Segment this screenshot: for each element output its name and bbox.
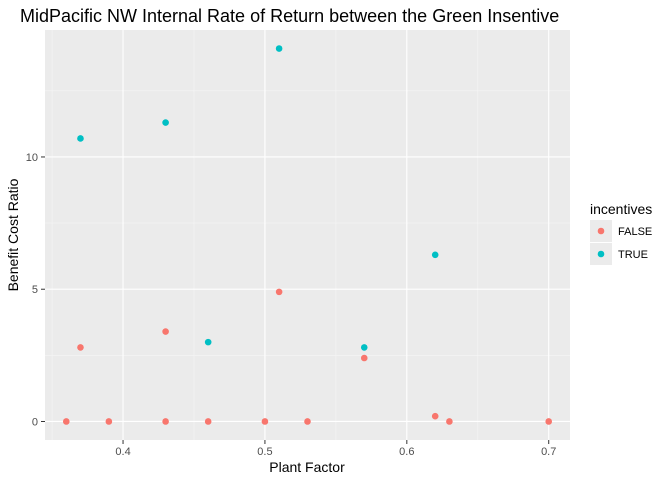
y-tick-label: 0 xyxy=(32,416,38,428)
data-point-false xyxy=(162,418,169,425)
data-point-true xyxy=(204,338,212,346)
x-tick-label: 0.7 xyxy=(541,446,556,458)
x-tick-label: 0.5 xyxy=(257,446,272,458)
legend-swatch-false xyxy=(597,227,605,235)
data-point-true xyxy=(77,135,84,142)
data-point-false xyxy=(204,418,212,425)
legend-title: incentives xyxy=(590,201,652,217)
data-point-true xyxy=(431,251,439,259)
data-point-false xyxy=(261,418,269,425)
data-point-false xyxy=(431,412,439,420)
data-point-true xyxy=(275,45,283,52)
data-point-false xyxy=(62,418,70,425)
legend-items: FALSE TRUE xyxy=(590,220,652,265)
x-tick-label: 0.6 xyxy=(399,446,414,458)
data-point-false xyxy=(545,418,553,425)
x-tick-label: 0.4 xyxy=(115,446,130,458)
legend-label-true: TRUE xyxy=(618,249,648,261)
data-point-false xyxy=(446,418,453,425)
y-axis-title: Benefit Cost Ratio xyxy=(5,178,21,291)
data-point-false xyxy=(105,418,113,425)
grid-lines xyxy=(45,30,570,440)
data-point-false xyxy=(77,344,84,351)
legend-swatch-true xyxy=(597,250,605,258)
data-point-false xyxy=(360,354,368,362)
chart-title: MidPacific NW Internal Rate of Return be… xyxy=(20,6,559,26)
data-point-false xyxy=(162,328,169,335)
y-tick-label: 5 xyxy=(32,284,38,296)
data-point-true xyxy=(360,344,368,351)
data-point-true xyxy=(162,119,169,126)
legend: incentives FALSE TRUE xyxy=(590,201,652,265)
x-axis-title: Plant Factor xyxy=(269,459,345,475)
data-point-false xyxy=(304,418,311,425)
plot-panel xyxy=(45,30,570,440)
y-tick-label: 10 xyxy=(26,152,38,164)
data-points xyxy=(62,45,553,425)
legend-label-false: FALSE xyxy=(618,226,652,238)
axis-ticks: 0.4 0.5 0.6 0.7 0 5 10 xyxy=(26,152,557,458)
data-point-false xyxy=(275,288,283,296)
